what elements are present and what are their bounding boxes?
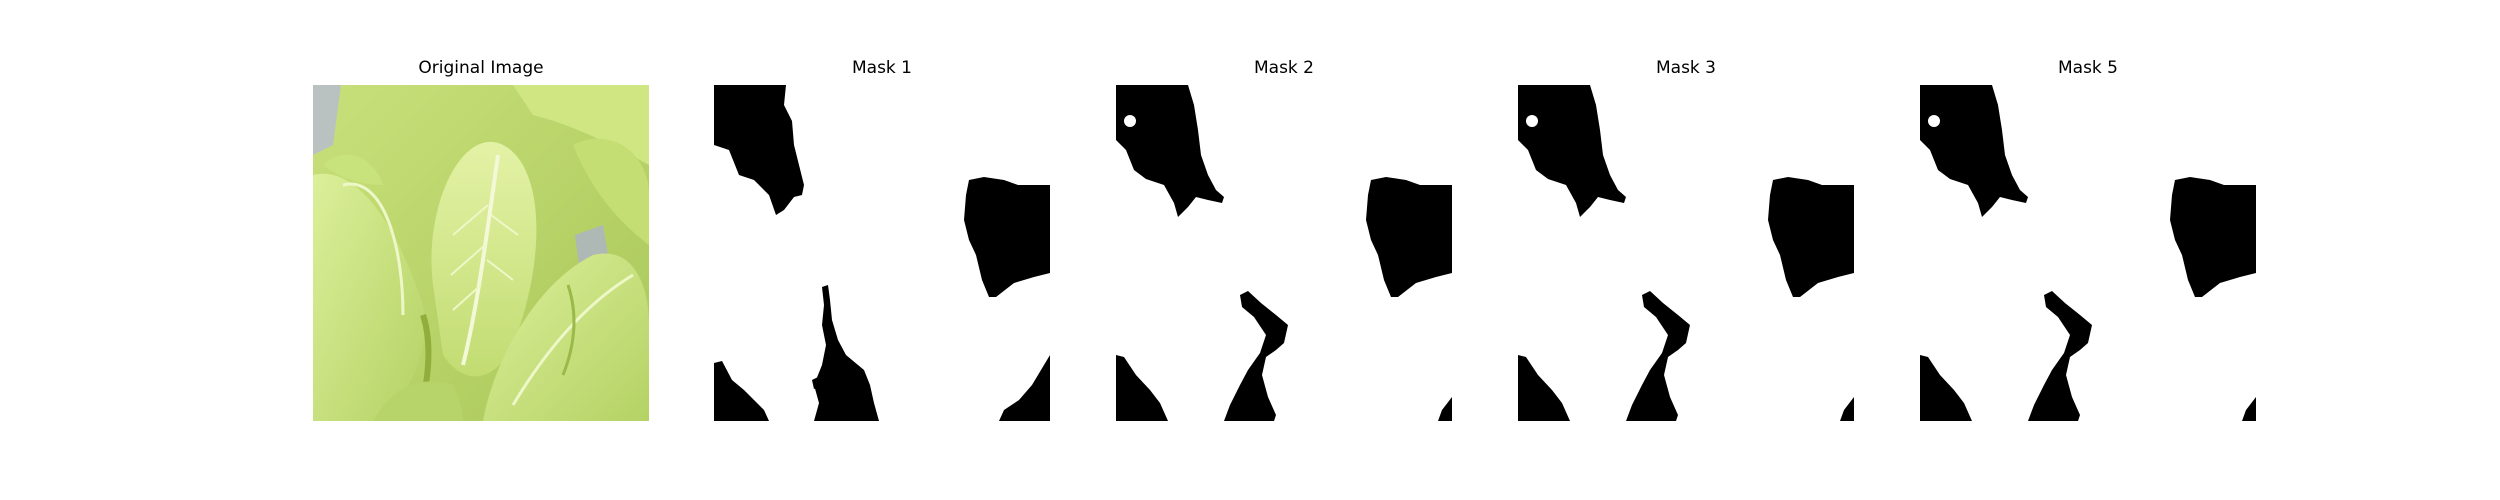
mask-1-image [714, 85, 1050, 421]
mask-3-image [1518, 85, 1854, 421]
mask-5-image [1920, 85, 2256, 421]
mask-2-graphic [1116, 85, 1452, 421]
panel-title-mask-2: Mask 2 [1253, 58, 1314, 78]
original-image-photo [313, 85, 649, 421]
mask-1-graphic [714, 85, 1050, 421]
panel-title-mask-1: Mask 1 [851, 58, 912, 78]
panel-title-original-image: Original Image [418, 58, 544, 78]
mask-5-graphic [1920, 85, 2256, 421]
panel-title-mask-3: Mask 3 [1655, 58, 1716, 78]
original-image [313, 85, 649, 421]
mask-2-image [1116, 85, 1452, 421]
panel-title-mask-5: Mask 5 [2057, 58, 2118, 78]
mask-3-graphic [1518, 85, 1854, 421]
